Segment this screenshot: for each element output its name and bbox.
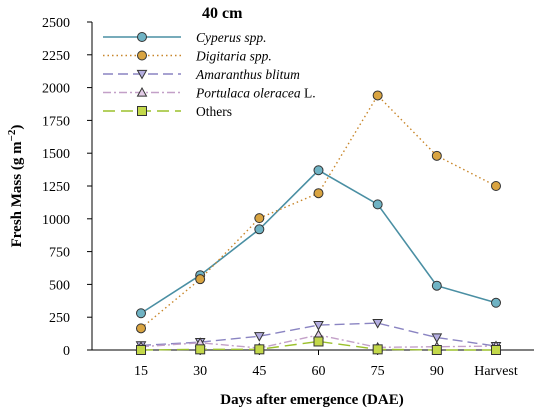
- legend-label: Amaranthus blitum: [195, 67, 300, 82]
- series-5: [136, 336, 501, 355]
- y-axis-title-close: ): [9, 125, 25, 130]
- legend-label-italic: Portulaca oleracea: [195, 86, 301, 101]
- data-point: [431, 333, 443, 344]
- x-tick-label: 75: [371, 364, 385, 379]
- data-point: [195, 344, 206, 355]
- x-tick-label: 15: [134, 364, 148, 379]
- legend-label: Digitaria spp.: [195, 49, 272, 64]
- legend-label: Others: [196, 104, 232, 119]
- y-axis-title-main: Fresh Mass (g m: [9, 141, 25, 247]
- series-line: [140, 94, 497, 329]
- x-tick-label: 30: [193, 364, 207, 379]
- legend: Cyperus spp. Digitaria spp. Amaranthus bli…: [103, 30, 316, 119]
- data-point: [372, 199, 383, 210]
- data-point: [253, 332, 265, 342]
- x-tick-label: 90: [430, 364, 444, 379]
- legend-marker: [137, 106, 147, 116]
- legend-marker: [137, 32, 147, 42]
- y-tick-label: 250: [49, 311, 70, 326]
- legend-marker: [137, 50, 147, 61]
- y-tick-label: 1500: [42, 147, 70, 162]
- legend-label-italic: Cyperus spp.: [196, 30, 267, 45]
- data-point: [491, 297, 501, 308]
- series-2: [136, 90, 501, 334]
- x-axis-title: Days after emergence (DAE): [220, 392, 403, 408]
- data-point: [431, 280, 442, 291]
- legend-label: Cyperus spp.: [196, 30, 267, 45]
- chart-title: 40 cm: [202, 5, 243, 22]
- legend-marker: [136, 86, 148, 97]
- y-tick-label: 500: [49, 278, 70, 293]
- legend-label-plain: Others: [196, 104, 232, 119]
- y-axis-title-exponent: −2: [6, 129, 18, 141]
- y-tick-label: 1750: [42, 114, 70, 129]
- y-tick-label: 2250: [42, 49, 70, 64]
- data-point: [136, 308, 146, 319]
- y-tick-label: 1000: [42, 213, 70, 228]
- data-point: [313, 165, 324, 176]
- data-point: [136, 345, 146, 355]
- y-tick-label: 750: [49, 246, 70, 261]
- y-axis-title: Fresh Mass (g m−2): [6, 125, 25, 248]
- data-point: [313, 336, 324, 347]
- x-tick-label: 60: [312, 364, 326, 379]
- data-point: [491, 181, 501, 191]
- data-point: [313, 188, 324, 199]
- data-point: [372, 90, 383, 101]
- legend-marker: [136, 69, 148, 80]
- y-tick-label: 2500: [42, 16, 70, 31]
- legend-label-plain: L.: [301, 86, 316, 101]
- data-point: [431, 150, 442, 161]
- data-point: [195, 274, 206, 285]
- data-point: [254, 213, 265, 224]
- legend-entry-3: Amaranthus blitum: [103, 67, 300, 82]
- legend-entry-1: Cyperus spp.: [103, 30, 267, 45]
- series-layer: [135, 90, 502, 355]
- data-point: [313, 320, 324, 331]
- data-point: [136, 323, 146, 334]
- y-tick-label: 1250: [42, 180, 70, 195]
- legend-entry-4: Portulaca oleracea L.: [103, 86, 316, 101]
- data-point: [254, 344, 265, 355]
- data-point: [372, 344, 383, 355]
- data-point: [254, 224, 265, 235]
- x-tick-label: Harvest: [474, 364, 518, 379]
- legend-label-italic: Amaranthus blitum: [195, 67, 300, 82]
- data-point: [491, 345, 501, 355]
- legend-label: Portulaca oleracea L.: [195, 86, 316, 101]
- y-tick-label: 0: [63, 344, 70, 359]
- tick-labels: 0 250 500 750 1000 1250 1500 1750 2000 2250 2500 15…: [42, 16, 518, 379]
- legend-entry-5: Others: [103, 104, 232, 119]
- legend-label-italic: Digitaria spp.: [195, 49, 272, 64]
- data-point: [372, 319, 384, 329]
- y-tick-label: 2000: [42, 82, 70, 97]
- data-point: [431, 345, 442, 355]
- x-tick-label: 45: [252, 364, 266, 379]
- legend-entry-2: Digitaria spp.: [103, 49, 272, 64]
